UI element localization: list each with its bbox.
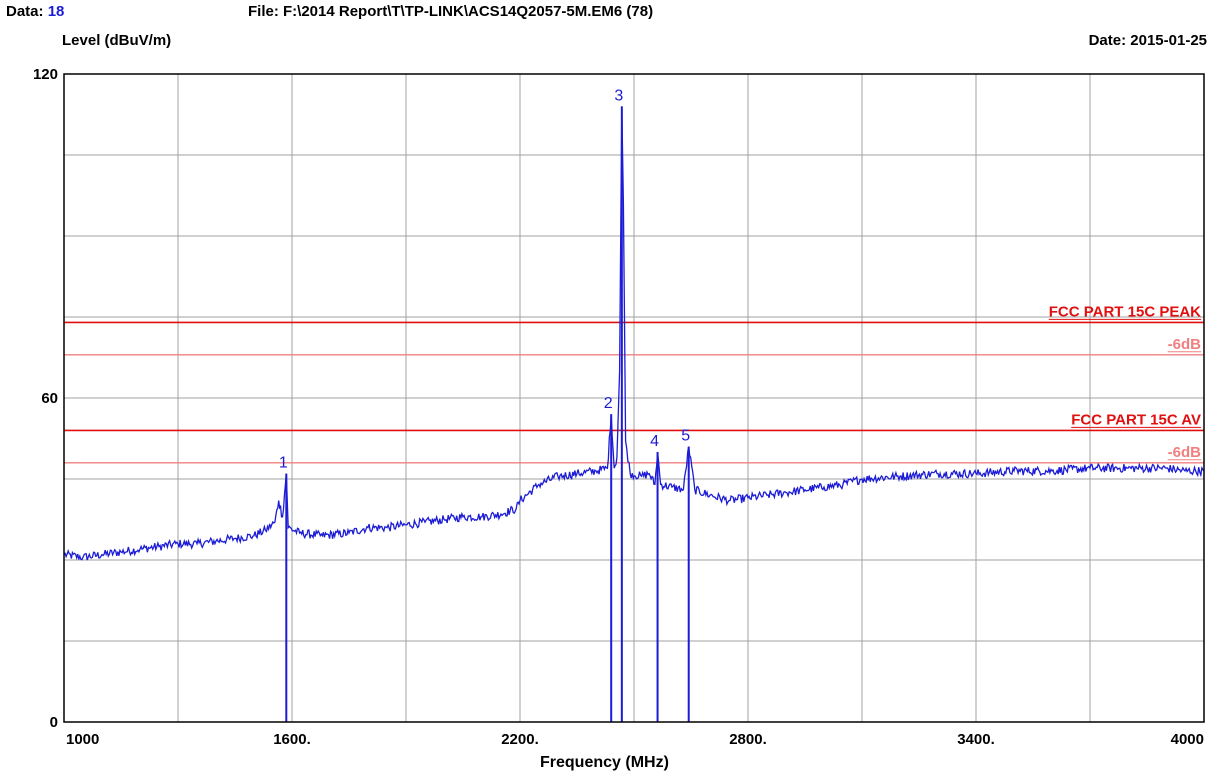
- marker-label: 5: [681, 428, 690, 445]
- marker-label: 3: [614, 87, 623, 104]
- x-tick-label: 4000: [1171, 731, 1204, 748]
- trace: [63, 106, 1205, 722]
- x-tick-label: 3400.: [957, 731, 995, 748]
- data-label: Data: 18: [6, 3, 65, 20]
- plot-border: [63, 73, 1205, 723]
- file-path: File: F:\2014 Report\T\TP-LINK\ACS14Q205…: [248, 3, 654, 20]
- y-tick-label: 60: [41, 390, 58, 407]
- date-label: Date: 2015-01-25: [1088, 32, 1207, 49]
- limit-line-label: FCC PART 15C AV: [1071, 411, 1201, 428]
- y-tick-label: 120: [33, 66, 58, 83]
- x-axis-label: Frequency (MHz): [540, 754, 669, 771]
- x-tick-label: 2200.: [501, 731, 539, 748]
- limit-line-label: -6dB: [1168, 336, 1202, 353]
- x-tick-label: 2800.: [729, 731, 767, 748]
- marker-label: 1: [279, 455, 288, 472]
- spectrum-trace: [63, 106, 1205, 561]
- marker-label: 4: [650, 433, 659, 450]
- y-axis-label: Level (dBuV/m): [62, 32, 172, 49]
- limit-line-label: -6dB: [1168, 444, 1202, 461]
- plot-frame: [63, 73, 1205, 723]
- data-number: 18: [47, 3, 65, 20]
- marker-label: 2: [604, 395, 613, 412]
- markers: 1 2 3 4 5: [279, 87, 690, 471]
- tick-labels: 1000 1600. 2200. 2800. 3400. 4000 0 60 120: [33, 66, 1204, 748]
- limit-line-label: FCC PART 15C PEAK: [1049, 303, 1201, 320]
- grid: [64, 74, 1204, 722]
- y-tick-label: 0: [50, 714, 58, 731]
- x-tick-label: 1000: [66, 731, 99, 748]
- limit-lines: FCC PART 15C PEAK -6dB FCC PART 15C AV -6dB: [64, 303, 1204, 464]
- x-tick-label: 1600.: [273, 731, 311, 748]
